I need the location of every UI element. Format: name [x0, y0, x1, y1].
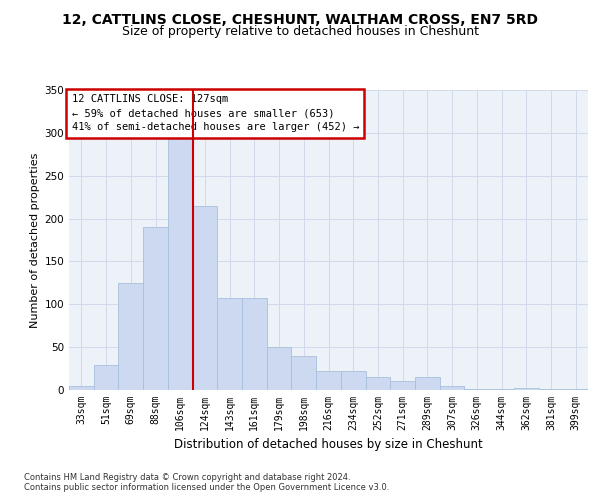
Bar — [464, 389, 489, 390]
Text: 12 CATTLINS CLOSE: 127sqm
← 59% of detached houses are smaller (653)
41% of semi: 12 CATTLINS CLOSE: 127sqm ← 59% of detac… — [71, 94, 359, 132]
Text: Contains HM Land Registry data © Crown copyright and database right 2024.: Contains HM Land Registry data © Crown c… — [24, 472, 350, 482]
Bar — [242, 298, 267, 390]
Bar — [118, 283, 143, 390]
Bar — [415, 377, 440, 390]
Bar — [514, 388, 539, 390]
Bar — [440, 386, 464, 390]
Bar — [341, 371, 365, 390]
Bar — [563, 389, 588, 390]
Bar — [292, 356, 316, 390]
Bar — [316, 371, 341, 390]
X-axis label: Distribution of detached houses by size in Cheshunt: Distribution of detached houses by size … — [174, 438, 483, 452]
Text: Size of property relative to detached houses in Cheshunt: Size of property relative to detached ho… — [121, 25, 479, 38]
Bar — [94, 365, 118, 390]
Bar — [267, 347, 292, 390]
Bar — [390, 382, 415, 390]
Bar — [365, 377, 390, 390]
Bar — [217, 298, 242, 390]
Text: Contains public sector information licensed under the Open Government Licence v3: Contains public sector information licen… — [24, 484, 389, 492]
Bar — [489, 389, 514, 390]
Bar — [539, 389, 563, 390]
Text: 12, CATTLINS CLOSE, CHESHUNT, WALTHAM CROSS, EN7 5RD: 12, CATTLINS CLOSE, CHESHUNT, WALTHAM CR… — [62, 12, 538, 26]
Bar — [143, 227, 168, 390]
Bar — [69, 386, 94, 390]
Bar — [168, 137, 193, 390]
Bar — [193, 206, 217, 390]
Y-axis label: Number of detached properties: Number of detached properties — [30, 152, 40, 328]
